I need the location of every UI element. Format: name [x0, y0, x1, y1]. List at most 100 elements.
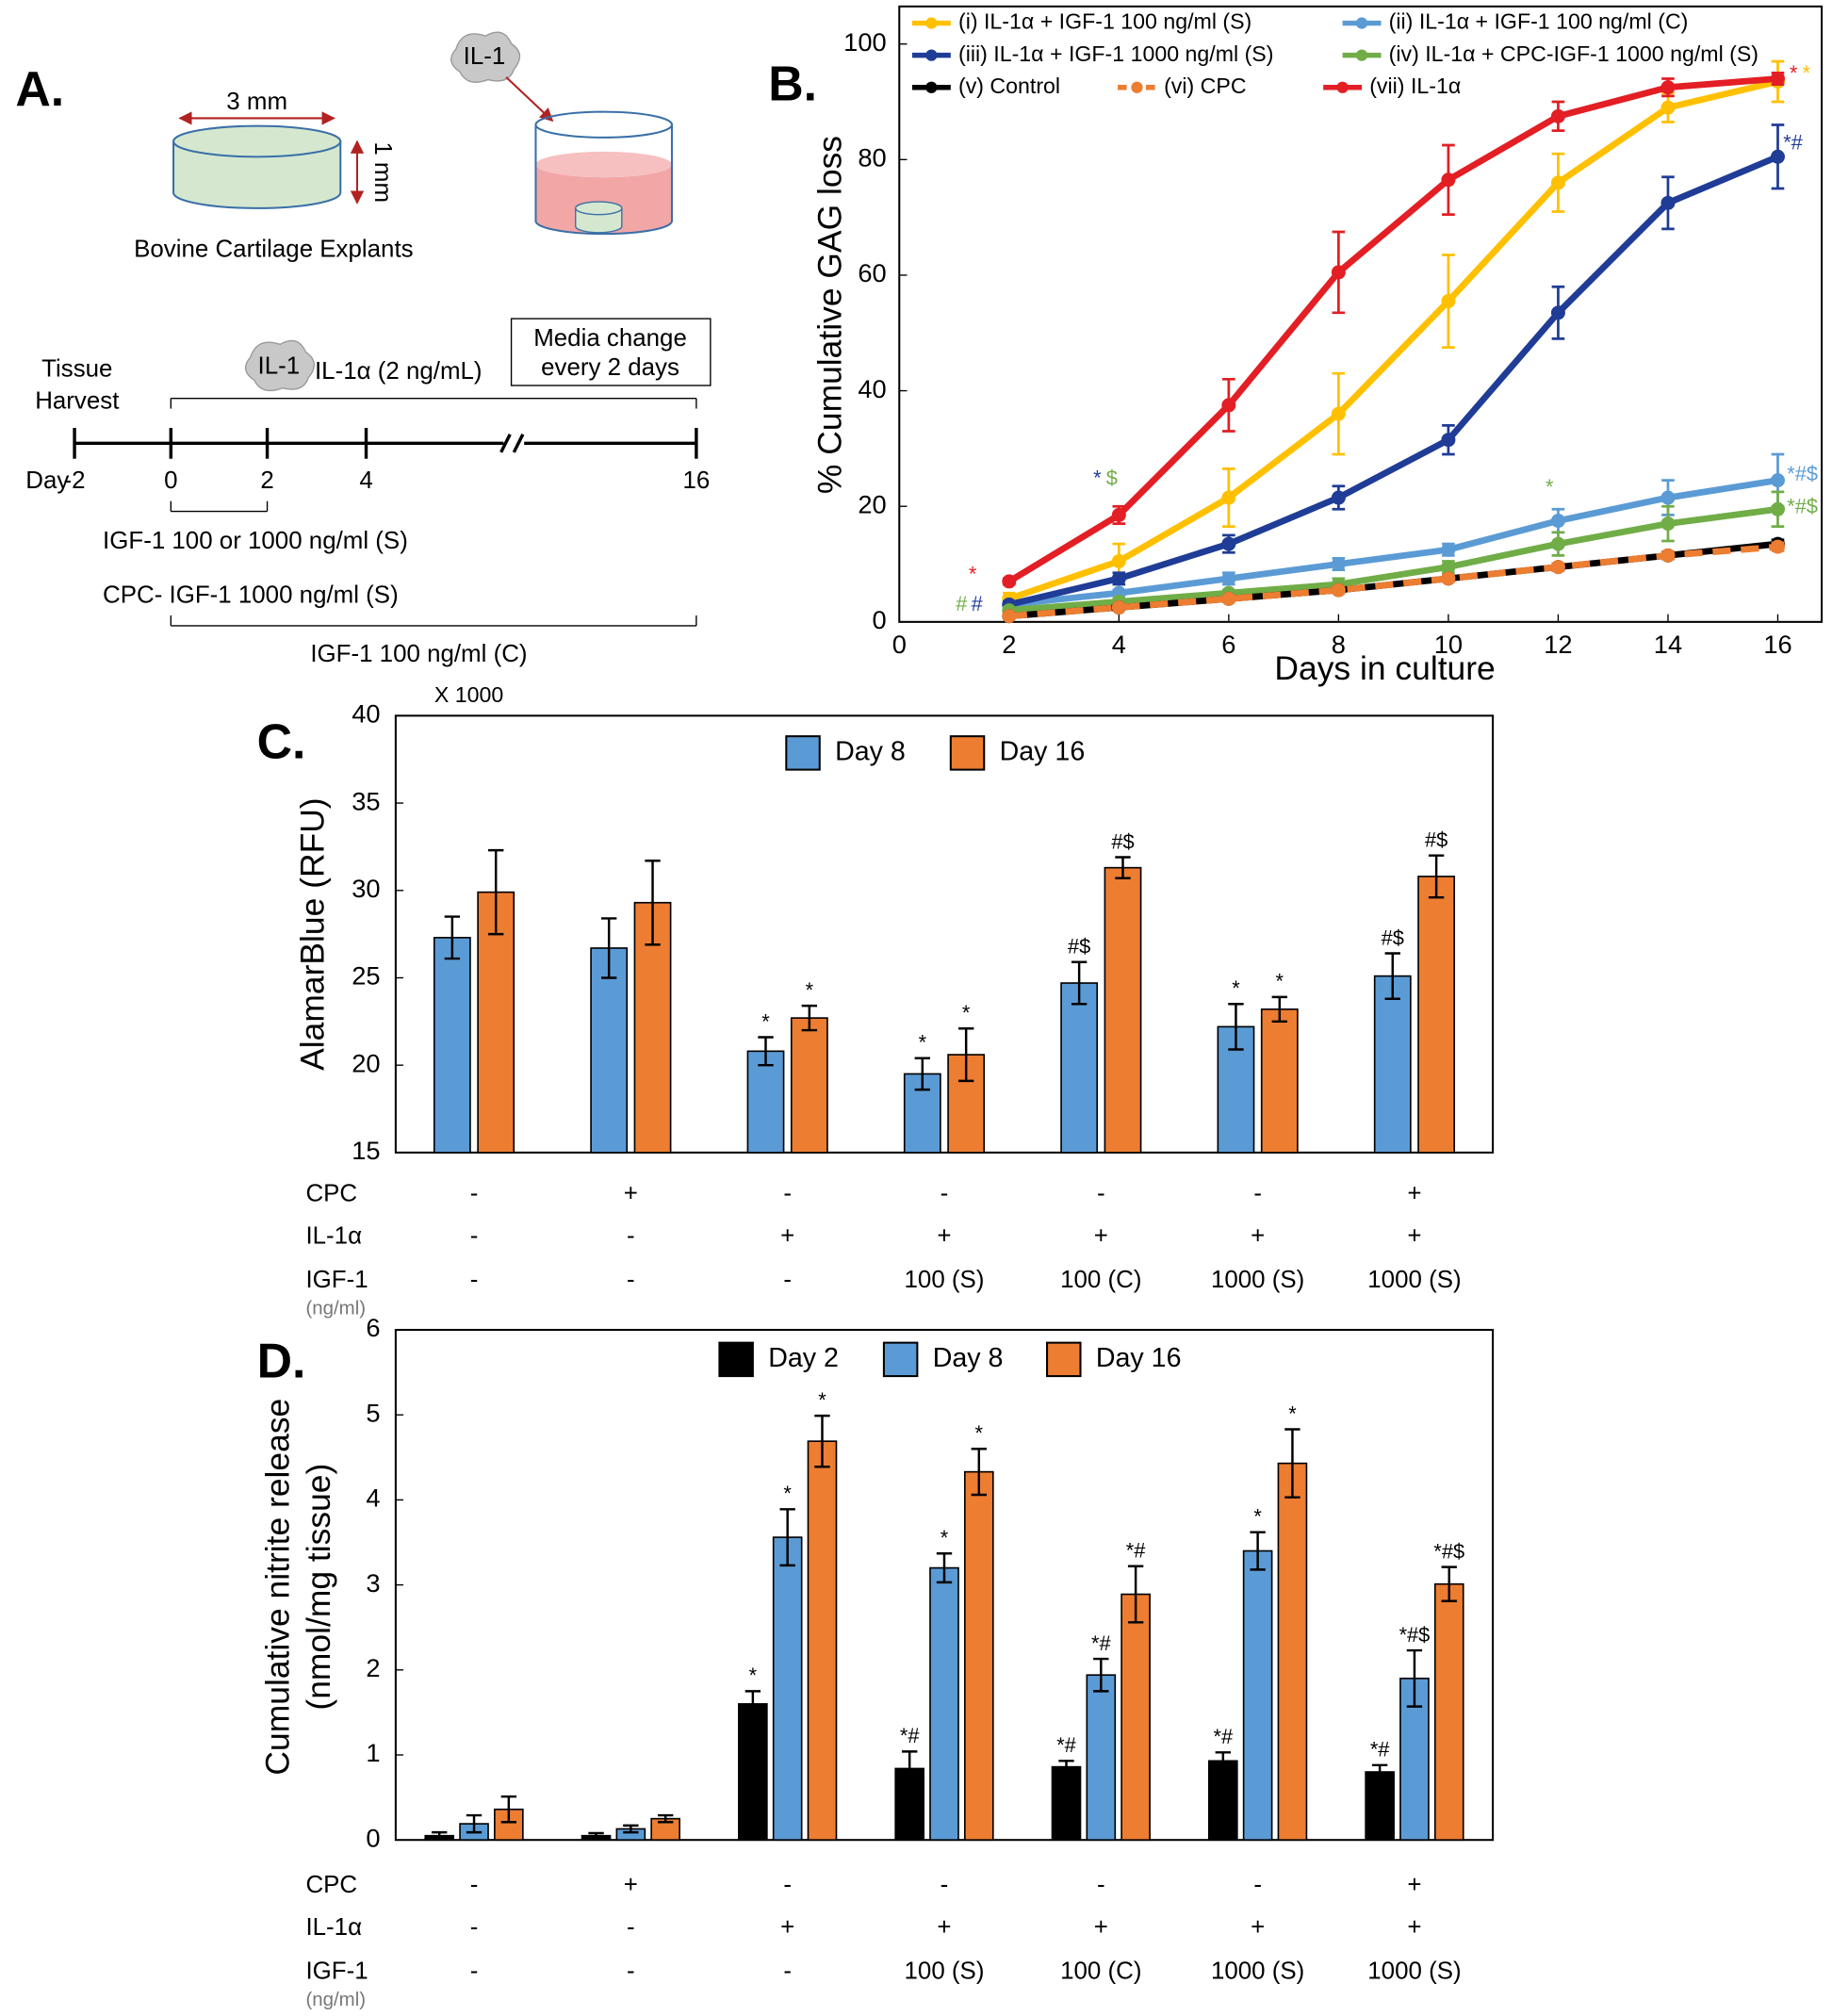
bar	[738, 1703, 768, 1842]
point	[1770, 149, 1785, 164]
bar	[772, 1536, 803, 1842]
panel-label: C.	[257, 713, 306, 768]
condition-value: -	[783, 1267, 792, 1293]
significance-label: *	[975, 1421, 984, 1445]
significance-label: *#	[1370, 1738, 1390, 1762]
condition-value: 100 (C)	[1060, 1958, 1141, 1984]
legend-swatch	[785, 735, 821, 771]
legend-label: (i) IL-1α + IGF-1 100 ng/ml (S)	[958, 9, 1251, 34]
significance-label: *#	[900, 1724, 920, 1747]
significance-label: *	[919, 1031, 927, 1055]
y-axis-label: AlamarBlue (RFU)	[293, 797, 331, 1070]
condition-value: -	[470, 1223, 479, 1250]
regimen-label: IGF-1 100 ng/ml (C)	[310, 641, 527, 667]
x-tick-label: 0	[892, 630, 907, 659]
x-tick-label: 12	[1544, 630, 1572, 659]
y-tick-label: 15	[352, 1136, 380, 1165]
point	[1331, 490, 1346, 505]
condition-value: +	[1407, 1223, 1421, 1250]
condition-value: -	[470, 1958, 479, 1984]
condition-value: 1000 (S)	[1211, 1267, 1304, 1293]
x-tick-label: 10	[1434, 630, 1463, 659]
bar	[1120, 1593, 1151, 1842]
error-bar	[588, 1831, 604, 1840]
significance-label: *#$	[1787, 462, 1818, 485]
error-bar	[1228, 1003, 1244, 1051]
significance-label: $	[1106, 466, 1118, 489]
condition-label: CPC	[305, 1872, 357, 1898]
point	[1002, 574, 1017, 589]
y-tick-label: 4	[366, 1483, 380, 1513]
bar	[590, 947, 629, 1154]
point	[1111, 507, 1126, 522]
legend-label: (iv) IL-1α + CPC-IGF-1 1000 ng/ml (S)	[1389, 41, 1758, 66]
condition-value: -	[470, 1914, 479, 1941]
media-label: every 2 days	[541, 354, 679, 381]
error-bar	[971, 1448, 987, 1497]
legend-label: Day 8	[933, 1343, 1004, 1373]
significance-label: #$	[1382, 926, 1404, 949]
error-bar	[623, 1824, 639, 1834]
explant-in-well-top	[575, 201, 623, 216]
legend-label: Day 16	[1096, 1343, 1182, 1373]
regimen-label: CPC- IGF-1 1000 ng/ml (S)	[103, 582, 399, 608]
y-tick-label: 0	[366, 1823, 380, 1852]
condition-value: -	[783, 1958, 792, 1984]
condition-value: 100 (C)	[1060, 1267, 1141, 1293]
point	[1221, 571, 1236, 586]
legend-marker	[1131, 81, 1143, 93]
significance-label: *#$	[1399, 1623, 1431, 1647]
icon-label: IL-1	[258, 353, 301, 380]
point	[1111, 571, 1126, 586]
significance-label: *	[818, 1388, 826, 1412]
height-label: 1 mm	[369, 141, 396, 203]
media-box	[510, 318, 712, 386]
condition-value: -	[627, 1958, 635, 1984]
point	[1221, 490, 1236, 505]
significance-label: *	[962, 1001, 971, 1024]
il1-icon	[244, 339, 315, 392]
condition-value: +	[1251, 1223, 1265, 1250]
error-bar	[902, 1750, 918, 1787]
significance-label: *	[806, 978, 814, 1002]
error-bar	[432, 1830, 448, 1841]
error-bar	[1371, 1763, 1388, 1780]
day-label: Day	[25, 467, 69, 494]
condition-value: -	[627, 1914, 635, 1941]
point	[1331, 265, 1346, 280]
harvest-label: Tissue	[41, 355, 112, 382]
condition-value: -	[470, 1872, 479, 1898]
condition-value: -	[627, 1267, 635, 1293]
y-axis-label: % Cumulative GAG loss	[811, 136, 849, 494]
significance-label: *	[1232, 976, 1240, 1000]
series-line	[1008, 543, 1778, 620]
explant-top	[172, 124, 342, 158]
point	[1550, 108, 1565, 123]
error-bar	[758, 1036, 774, 1067]
plot-frame	[394, 714, 1495, 1154]
point	[1221, 536, 1236, 551]
condition-value: -	[941, 1181, 949, 1207]
y-tick-label: 40	[858, 374, 886, 403]
error-bar	[1071, 960, 1088, 1006]
x-tick-label: 14	[1654, 630, 1682, 659]
condition-label: IGF-1	[305, 1267, 368, 1293]
y-tick-label: 35	[352, 786, 380, 815]
condition-value: +	[1407, 1181, 1421, 1207]
x-tick-label: 8	[1332, 630, 1346, 659]
significance-label: *#$	[1787, 494, 1818, 517]
condition-value: +	[1407, 1872, 1421, 1898]
legend-label: Day 8	[835, 736, 906, 766]
bar	[1060, 982, 1099, 1154]
condition-value: +	[624, 1872, 638, 1898]
legend-marker	[925, 49, 938, 61]
point	[1441, 294, 1456, 309]
significance-label: *	[1253, 1504, 1262, 1528]
point	[1331, 406, 1346, 421]
series-line	[1007, 78, 1779, 602]
panel-label: A.	[15, 61, 64, 116]
legend-label: Day 2	[768, 1343, 839, 1373]
error-bar	[1428, 854, 1445, 899]
point	[1770, 501, 1785, 516]
